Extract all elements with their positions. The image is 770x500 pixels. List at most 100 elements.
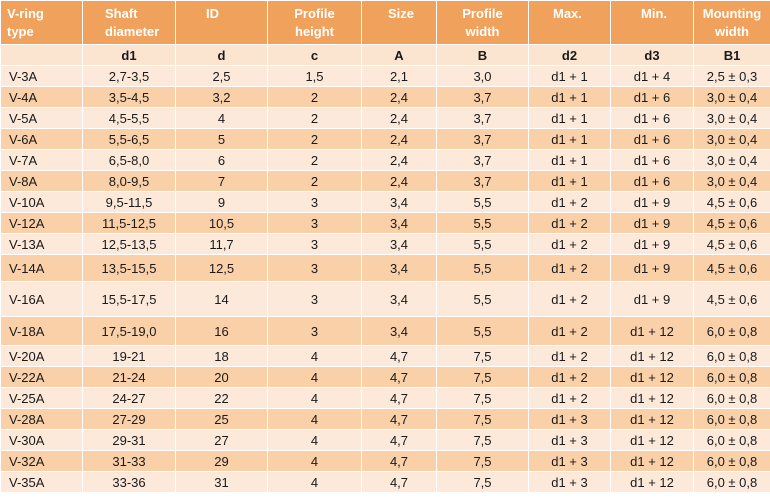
table-cell: 6,0 ± 0,8 xyxy=(693,408,770,430)
symbol-cell: d1 xyxy=(82,44,176,66)
table-cell: V-4A xyxy=(0,86,83,108)
table-cell: 4,5 ± 0,6 xyxy=(693,191,770,213)
table-cell: d1 + 9 xyxy=(610,212,694,234)
table-cell: d1 + 2 xyxy=(528,345,611,367)
table-cell: 3,4 xyxy=(361,212,437,234)
table-cell: 2 xyxy=(267,107,362,129)
table-cell: 4,7 xyxy=(361,387,437,409)
table-cell: 12,5 xyxy=(175,254,268,282)
table-cell: 3,2 xyxy=(175,86,268,108)
table-cell: 4,7 xyxy=(361,450,437,472)
symbol-cell: d2 xyxy=(528,44,611,66)
table-row: V-35A 33-36 31 4 4,7 7,5 d1 + 3 d1 + 12 6,0 ± 0,… xyxy=(0,471,770,493)
table-cell: d1 + 6 xyxy=(610,170,694,192)
table-cell: 4 xyxy=(267,366,362,388)
table-cell: 6,0 ± 0,8 xyxy=(693,429,770,451)
table-cell: 4,7 xyxy=(361,471,437,493)
symbol-cell: A xyxy=(361,44,437,66)
table-cell: d1 + 12 xyxy=(610,345,694,367)
table-cell: 6,0 ± 0,8 xyxy=(693,366,770,388)
table-cell: V-28A xyxy=(0,408,83,430)
table-cell: V-22A xyxy=(0,366,83,388)
table-cell: 5,5 xyxy=(436,316,529,346)
table-cell: V-7A xyxy=(0,149,83,171)
table-cell: 4,5 ± 0,6 xyxy=(693,233,770,255)
table-cell: 3 xyxy=(267,316,362,346)
table-cell: V-16A xyxy=(0,281,83,317)
table-cell: 5,5 xyxy=(436,281,529,317)
table-cell: 4 xyxy=(267,387,362,409)
symbol-cell: d3 xyxy=(610,44,694,66)
table-cell: 3,7 xyxy=(436,149,529,171)
table-row: V-16A 15,5-17,5 14 3 3,4 5,5 d1 + 2 d1 + 9 4,5 ±… xyxy=(0,281,770,317)
table-cell: d1 + 2 xyxy=(528,212,611,234)
table-cell: 5,5 xyxy=(436,233,529,255)
table-cell: 6,0 ± 0,8 xyxy=(693,316,770,346)
table-cell: d1 + 1 xyxy=(528,170,611,192)
table-cell: d1 + 2 xyxy=(528,191,611,213)
table-cell: 4,5 ± 0,6 xyxy=(693,212,770,234)
table-cell: 3,4 xyxy=(361,233,437,255)
header-profile-width: Profile width xyxy=(436,0,529,45)
table-cell: d1 + 3 xyxy=(528,429,611,451)
table-cell: V-13A xyxy=(0,233,83,255)
table-cell: 4 xyxy=(267,450,362,472)
table-cell: 2 xyxy=(267,86,362,108)
table-cell: 3,7 xyxy=(436,170,529,192)
table-row: V-22A 21-24 20 4 4,7 7,5 d1 + 2 d1 + 12 6,0 ± 0,… xyxy=(0,366,770,388)
table-cell: d1 + 1 xyxy=(528,149,611,171)
table-cell: d1 + 12 xyxy=(610,471,694,493)
table-cell: V-6A xyxy=(0,128,83,150)
table-cell: d1 + 6 xyxy=(610,86,694,108)
table-cell: 6,0 ± 0,8 xyxy=(693,450,770,472)
symbol-cell: B1 xyxy=(693,44,770,66)
table-row: V-3A 2,7-3,5 2,5 1,5 2,1 3,0 d1 + 1 d1 + 4 2,5 ±… xyxy=(0,65,770,87)
header-min: Min. xyxy=(610,0,694,45)
header-vring-type: V-ring type xyxy=(0,0,83,45)
table-cell: 3,0 xyxy=(436,65,529,87)
table-cell: d1 + 12 xyxy=(610,366,694,388)
table-cell: d1 + 6 xyxy=(610,107,694,129)
table-cell: 24-27 xyxy=(82,387,176,409)
table-cell: 27-29 xyxy=(82,408,176,430)
table-cell: 4,5 ± 0,6 xyxy=(693,254,770,282)
table-cell: d1 + 3 xyxy=(528,471,611,493)
table-cell: 7,5 xyxy=(436,450,529,472)
table-cell: 9 xyxy=(175,191,268,213)
table-cell: 7,5 xyxy=(436,387,529,409)
table-cell: 2,5 xyxy=(175,65,268,87)
table-cell: 3,0 ± 0,4 xyxy=(693,149,770,171)
table-cell: 13,5-15,5 xyxy=(82,254,176,282)
table-row: V-25A 24-27 22 4 4,7 7,5 d1 + 2 d1 + 12 6,0 ± 0,… xyxy=(0,387,770,409)
table-cell: 3,0 ± 0,4 xyxy=(693,86,770,108)
table-cell: 4,5-5,5 xyxy=(82,107,176,129)
table-cell: 3,5-4,5 xyxy=(82,86,176,108)
table-cell: V-5A xyxy=(0,107,83,129)
table-cell: d1 + 9 xyxy=(610,254,694,282)
table-cell: V-20A xyxy=(0,345,83,367)
table-cell: 4 xyxy=(267,345,362,367)
table-cell: d1 + 2 xyxy=(528,366,611,388)
table-cell: 3,4 xyxy=(361,281,437,317)
table-cell: 5,5-6,5 xyxy=(82,128,176,150)
table-cell: 3 xyxy=(267,254,362,282)
table-row: V-13A 12,5-13,5 11,7 3 3,4 5,5 d1 + 2 d1 + 9 4,5… xyxy=(0,233,770,255)
table-cell: d1 + 1 xyxy=(528,86,611,108)
table-cell: 16 xyxy=(175,316,268,346)
table-cell: 20 xyxy=(175,366,268,388)
table-cell: 2,1 xyxy=(361,65,437,87)
table-cell: 4,7 xyxy=(361,408,437,430)
table-cell: 3,7 xyxy=(436,86,529,108)
table-cell: d1 + 2 xyxy=(528,254,611,282)
table-cell: d1 + 1 xyxy=(528,128,611,150)
header-size: Size xyxy=(361,0,437,45)
symbol-row: d1 d c A B d2 d3 B1 xyxy=(0,44,770,66)
table-cell: V-14A xyxy=(0,254,83,282)
table-cell: 21-24 xyxy=(82,366,176,388)
table-cell: 3 xyxy=(267,233,362,255)
table-cell: 4,7 xyxy=(361,366,437,388)
table-cell: d1 + 1 xyxy=(528,65,611,87)
table-cell: 2,4 xyxy=(361,86,437,108)
table-cell: 2 xyxy=(267,170,362,192)
